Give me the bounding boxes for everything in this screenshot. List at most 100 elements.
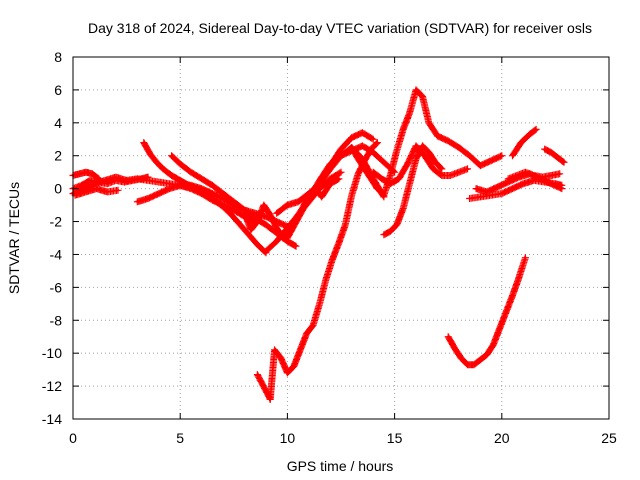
data-point: [337, 177, 341, 180]
data-point: [318, 187, 321, 190]
x-tick-label: 20: [494, 430, 510, 446]
data-point: [84, 190, 88, 194]
data-point: [260, 381, 263, 384]
data-point: [307, 200, 311, 203]
x-tick-label: 25: [601, 430, 617, 446]
data-point: [517, 276, 521, 279]
plot-frame: [72, 56, 610, 420]
data-point: [179, 162, 182, 166]
data-point: [449, 174, 452, 177]
data-point: [549, 174, 553, 177]
data-point: [485, 190, 488, 194]
data-point: [549, 151, 553, 154]
data-point: [466, 167, 469, 171]
series-arc-14: [348, 86, 506, 199]
series-arc-25: [541, 145, 568, 166]
data-point: [286, 371, 289, 375]
data-point: [511, 187, 514, 190]
data-point: [286, 203, 289, 207]
data-point: [543, 147, 546, 151]
data-point: [466, 363, 469, 366]
data-point: [339, 170, 343, 174]
y-tick-label: -6: [50, 279, 63, 295]
y-tick-label: 2: [54, 148, 62, 164]
data-point: [421, 95, 424, 98]
data-point: [350, 194, 353, 197]
data-point: [401, 128, 405, 131]
data-point: [305, 332, 308, 335]
data-point: [414, 144, 418, 148]
data-point: [232, 203, 235, 207]
data-point: [395, 223, 398, 227]
series-arc-15: [369, 142, 471, 188]
data-point: [406, 162, 409, 166]
data-point: [114, 179, 118, 182]
data-point: [382, 233, 386, 236]
data-point: [489, 159, 493, 162]
data-point: [157, 192, 160, 195]
data-point: [200, 177, 203, 180]
data-point: [157, 180, 160, 184]
y-tick-label: 4: [54, 115, 62, 131]
data-point: [189, 184, 193, 187]
data-point: [361, 131, 364, 134]
series-arc-4: [71, 185, 122, 199]
data-point: [331, 258, 334, 261]
data-point: [558, 172, 561, 176]
data-point: [264, 389, 268, 393]
data-point: [106, 182, 109, 185]
data-point: [269, 398, 272, 401]
y-tick-label: -2: [50, 214, 63, 230]
series-arc-19: [253, 371, 274, 403]
data-point: [95, 187, 98, 190]
data-point: [296, 213, 300, 217]
data-point: [239, 223, 242, 227]
data-point: [453, 347, 456, 350]
data-point: [125, 179, 128, 182]
data-point: [376, 141, 379, 144]
data-point: [292, 365, 296, 368]
data-point: [489, 194, 493, 197]
data-point: [299, 348, 302, 352]
data-point: [221, 192, 225, 195]
ticks: 0 5 10 15 20 25 -14 -12 -10 -8 -6 -4 -2 0 2 4 6 8: [42, 49, 617, 446]
data-point: [269, 213, 272, 217]
data-point: [498, 327, 501, 330]
data-point: [401, 207, 405, 210]
data-point: [414, 88, 418, 92]
data-point: [146, 197, 150, 200]
data-point: [408, 182, 411, 185]
data-point: [249, 228, 253, 231]
data-point: [264, 215, 268, 218]
data-point: [356, 157, 360, 161]
data-point: [361, 144, 364, 148]
data-point: [256, 220, 259, 223]
data-point: [243, 212, 246, 215]
x-tick-label: 0: [69, 430, 77, 446]
data-point: [519, 141, 523, 144]
data-point: [363, 159, 366, 162]
data-point: [524, 256, 527, 259]
data-point: [485, 353, 488, 357]
data-point: [275, 226, 278, 230]
data-point: [371, 138, 375, 141]
data-point: [380, 177, 383, 180]
data-point: [189, 170, 193, 174]
data-point: [560, 187, 564, 190]
data-point: [254, 212, 257, 215]
data-point: [329, 177, 332, 180]
data-point: [324, 277, 328, 281]
data-point: [155, 161, 158, 164]
data-point: [170, 174, 173, 177]
data-point: [500, 192, 503, 195]
chart-title: Day 318 of 2024, Sidereal Day-to-day VTE…: [88, 20, 592, 36]
data-point: [447, 335, 450, 338]
data-point: [507, 177, 510, 180]
data-point: [230, 213, 233, 217]
data-point: [337, 241, 341, 245]
data-point: [350, 136, 353, 139]
data-point: [232, 208, 235, 212]
data-point: [369, 147, 373, 151]
data-layer: [69, 86, 568, 403]
